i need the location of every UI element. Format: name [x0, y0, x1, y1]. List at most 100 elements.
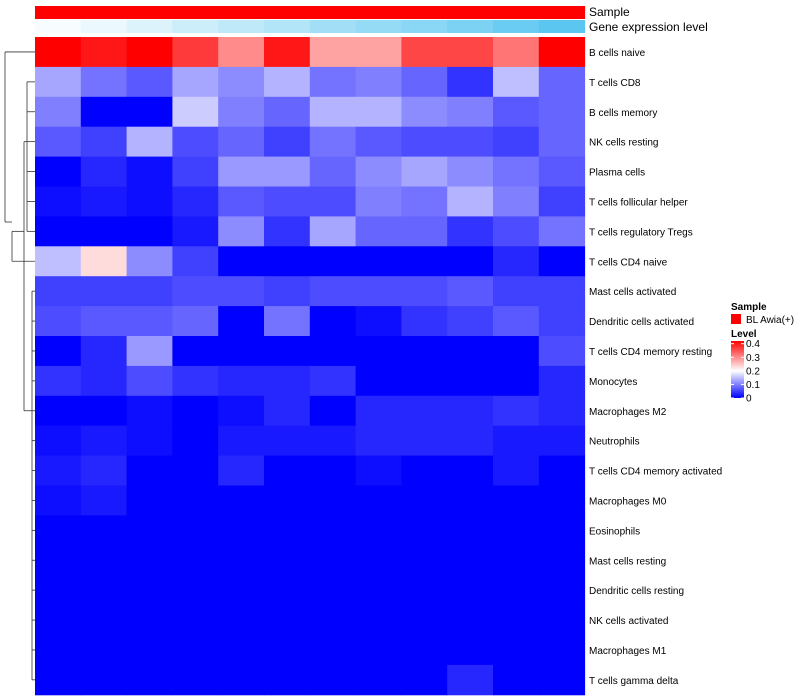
- row-label: Dendritic cells activated: [589, 317, 694, 328]
- heatmap-cell: [264, 425, 311, 457]
- heatmap-cell: [401, 37, 448, 68]
- heatmap-cell: [218, 66, 265, 98]
- heatmap-cell: [401, 186, 448, 217]
- heatmap-cell: [309, 425, 357, 457]
- heatmap-cell: [493, 276, 540, 307]
- heatmap-cell: [264, 605, 311, 636]
- heatmap-cell: [35, 276, 82, 307]
- heatmap-cell: [309, 96, 357, 128]
- heatmap-cell: [35, 455, 82, 486]
- heatmap-cell: [35, 306, 82, 337]
- heatmap-cell: [355, 37, 402, 68]
- heatmap-cell: [355, 575, 402, 606]
- heatmap-cell: [35, 186, 82, 217]
- heatmap-cell: [80, 515, 128, 546]
- heatmap-cell: [172, 365, 219, 397]
- row-label: T cells CD4 memory resting: [589, 347, 712, 358]
- heatmap-cell: [264, 276, 311, 307]
- row-label: Monocytes: [589, 377, 637, 388]
- heatmap-cell: [538, 126, 586, 158]
- heatmap-cell: [538, 575, 586, 606]
- heatmap-cell: [172, 515, 219, 546]
- heatmap-cell: [80, 545, 128, 576]
- heatmap-cell: [264, 96, 311, 128]
- heatmap-cell: [309, 246, 357, 277]
- heatmap-cell: [172, 635, 219, 666]
- heatmap-cell: [493, 96, 540, 128]
- heatmap-cell: [355, 126, 402, 158]
- heatmap-cell: [264, 186, 311, 217]
- heatmap-cell: [35, 425, 82, 457]
- heatmap-cell: [538, 246, 586, 277]
- heatmap-cell: [218, 455, 265, 486]
- heatmap-cell: [35, 336, 82, 367]
- heatmap-cell: [126, 216, 173, 247]
- heatmap-cell: [264, 515, 311, 546]
- heatmap-cell: [447, 246, 494, 277]
- row-label: T cells CD4 memory activated: [589, 467, 722, 478]
- row-dendrogram: [4, 51, 35, 681]
- heatmap-cell: [126, 246, 173, 277]
- annotation-cell-sample: [355, 6, 402, 19]
- heatmap-cell: [80, 395, 128, 427]
- heatmap-cell: [126, 455, 173, 486]
- heatmap-cell: [401, 395, 448, 427]
- row-label: T cells regulatory Tregs: [589, 227, 693, 238]
- heatmap-cell: [264, 126, 311, 158]
- heatmap-cell: [264, 37, 311, 68]
- heatmap-cell: [80, 246, 128, 277]
- annotation-label-sample: Sample: [589, 5, 630, 19]
- heatmap-cell: [309, 575, 357, 606]
- annotation-cell-sample: [218, 6, 265, 19]
- heatmap-cell: [401, 96, 448, 128]
- heatmap-cell: [401, 276, 448, 307]
- heatmap-cell: [35, 545, 82, 576]
- heatmap-cell: [309, 635, 357, 666]
- annotation-cell-gene-expression: [172, 20, 219, 33]
- heatmap-cell: [447, 425, 494, 457]
- heatmap-cell: [309, 664, 357, 696]
- heatmap-cell: [218, 664, 265, 696]
- heatmap-cell: [447, 66, 494, 98]
- row-label: NK cells resting: [589, 138, 658, 149]
- heatmap-cell: [493, 126, 540, 158]
- heatmap-cell: [538, 485, 586, 516]
- heatmap-cell: [538, 365, 586, 397]
- heatmap-cell: [218, 96, 265, 128]
- heatmap-cell: [447, 545, 494, 576]
- heatmap-cell: [80, 635, 128, 666]
- heatmap-cell: [80, 216, 128, 247]
- heatmap-cell: [309, 485, 357, 516]
- heatmap-cell: [218, 605, 265, 636]
- heatmap-cell: [493, 246, 540, 277]
- heatmap-cell: [493, 635, 540, 666]
- heatmap-cell: [401, 664, 448, 696]
- heatmap-cell: [126, 575, 173, 606]
- heatmap-cell: [538, 515, 586, 546]
- heatmap-cell: [355, 515, 402, 546]
- heatmap-cell: [309, 276, 357, 307]
- row-labels: B cells naive T cells CD8 B cells memory NK…: [589, 48, 722, 687]
- heatmap-cell: [218, 635, 265, 666]
- heatmap-cell: [309, 455, 357, 486]
- heatmap-cell: [264, 635, 311, 666]
- heatmap-cell: [447, 664, 494, 696]
- heatmap-cell: [264, 455, 311, 486]
- heatmap-cell: [355, 246, 402, 277]
- heatmap-cell: [35, 395, 82, 427]
- annotation-cell-gene-expression: [447, 20, 494, 33]
- heatmap-cell: [447, 96, 494, 128]
- heatmap-cell: [126, 605, 173, 636]
- heatmap-cell: [35, 365, 82, 397]
- heatmap-cell: [447, 186, 494, 217]
- row-label: Dendritic cells resting: [589, 586, 684, 597]
- heatmap-cell: [493, 455, 540, 486]
- heatmap-cell: [126, 37, 173, 68]
- heatmap-cell: [401, 575, 448, 606]
- heatmap-cell: [80, 485, 128, 516]
- heatmap-cell: [35, 96, 82, 128]
- legend-tick-label: 0.1: [746, 380, 760, 391]
- legend-sample-title: Sample: [731, 302, 767, 313]
- heatmap-cell: [401, 306, 448, 337]
